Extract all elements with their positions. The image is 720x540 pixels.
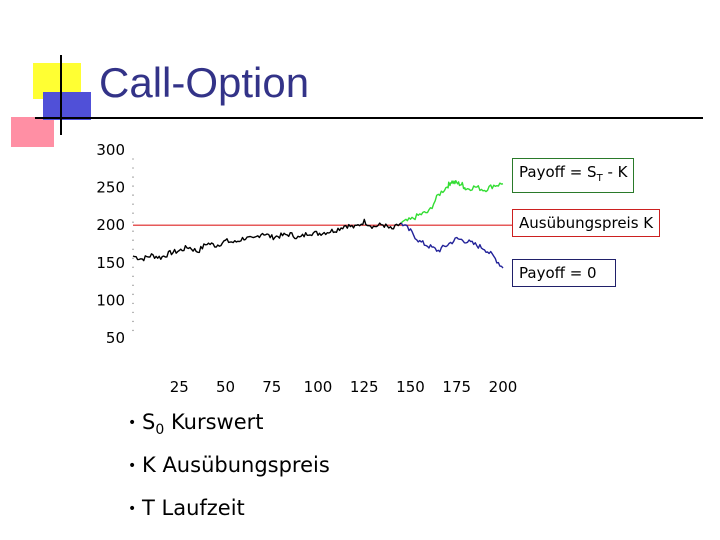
y-tick-label: 200	[96, 216, 125, 234]
y-tick-label: 250	[96, 179, 125, 197]
axis-dot	[132, 185, 134, 187]
bullet-dot-icon: •	[128, 501, 137, 517]
axis-dot	[132, 158, 134, 160]
decor-horizontal-line	[35, 117, 703, 119]
axis-dot	[132, 329, 134, 332]
y-axis-dots	[132, 158, 134, 332]
x-tick-label: 50	[216, 378, 235, 396]
series-line-1	[400, 179, 504, 224]
x-tick-label: 25	[170, 378, 189, 396]
axis-dot	[132, 167, 134, 169]
axis-dot	[132, 266, 134, 269]
axis-dot	[132, 221, 134, 223]
y-tick-label: 150	[96, 254, 125, 272]
bullet-dot-icon: •	[128, 415, 137, 431]
x-tick-label: 125	[350, 378, 379, 396]
axis-dot	[132, 275, 134, 278]
axis-dot	[132, 176, 134, 178]
axis-dot	[132, 311, 134, 314]
series-line-2	[400, 222, 504, 269]
y-tick-label: 50	[106, 329, 125, 347]
x-tick-label: 150	[396, 378, 425, 396]
x-tick-labels: 25 50 75 100 125 150 175 200	[170, 378, 518, 396]
bullet-item: • S0 Kurswert	[128, 404, 330, 447]
series-line-0	[132, 218, 402, 262]
price-series	[132, 179, 504, 269]
decor-pink-block	[11, 117, 54, 147]
axis-dot	[132, 320, 134, 323]
y-tick-label: 300	[96, 141, 125, 159]
axis-dot	[132, 230, 134, 232]
payoff-above-strike-label: Payoff = ST - K	[512, 158, 635, 193]
axis-dot	[132, 248, 134, 250]
strike-price-label: Ausübungspreis K	[512, 209, 661, 237]
payoff-zero-label: Payoff = 0	[512, 259, 616, 287]
x-tick-label: 100	[304, 378, 333, 396]
axis-dot	[132, 194, 134, 196]
axis-dot	[132, 284, 134, 287]
x-tick-label: 200	[489, 378, 518, 396]
slide-title: Call-Option	[99, 59, 310, 106]
decor-blue-block	[43, 92, 91, 120]
x-tick-label: 75	[262, 378, 281, 396]
axis-dot	[132, 293, 134, 296]
x-tick-label: 175	[442, 378, 471, 396]
axis-dot	[132, 212, 134, 214]
axis-dot	[132, 257, 134, 259]
bullet-list: • S0 Kurswert • K Ausübungspreis • T Laufze…	[128, 404, 330, 533]
y-tick-label: 100	[96, 291, 125, 309]
bullet-item: • K Ausübungspreis	[128, 447, 330, 490]
axis-dot	[132, 302, 134, 305]
axis-dot	[132, 203, 134, 205]
y-tick-labels: 300 250 200 150 100 50	[96, 141, 125, 347]
bullet-item: • T Laufzeit	[128, 490, 330, 533]
axis-dot	[132, 239, 134, 241]
bullet-dot-icon: •	[128, 458, 137, 474]
decor-vertical-line	[60, 55, 62, 135]
